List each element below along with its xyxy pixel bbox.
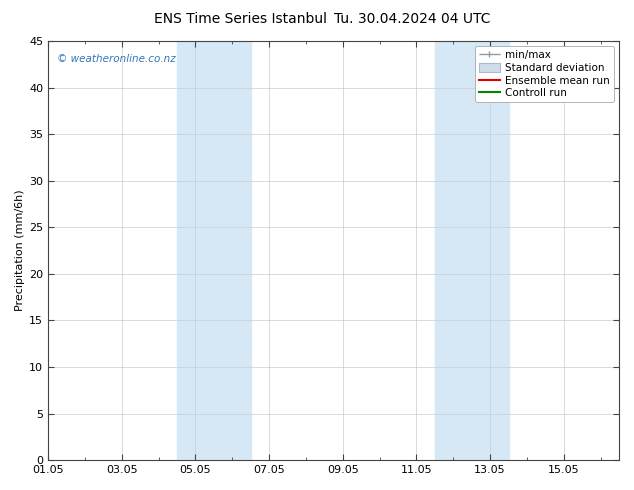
Bar <box>214 41 250 460</box>
Y-axis label: Precipitation (mm/6h): Precipitation (mm/6h) <box>15 190 25 312</box>
Text: Tu. 30.04.2024 04 UTC: Tu. 30.04.2024 04 UTC <box>334 12 490 26</box>
Bar <box>435 41 472 460</box>
Text: ENS Time Series Istanbul: ENS Time Series Istanbul <box>155 12 327 26</box>
Bar <box>472 41 508 460</box>
Text: © weatheronline.co.nz: © weatheronline.co.nz <box>56 53 176 64</box>
Legend: min/max, Standard deviation, Ensemble mean run, Controll run: min/max, Standard deviation, Ensemble me… <box>475 46 614 102</box>
Bar <box>177 41 214 460</box>
